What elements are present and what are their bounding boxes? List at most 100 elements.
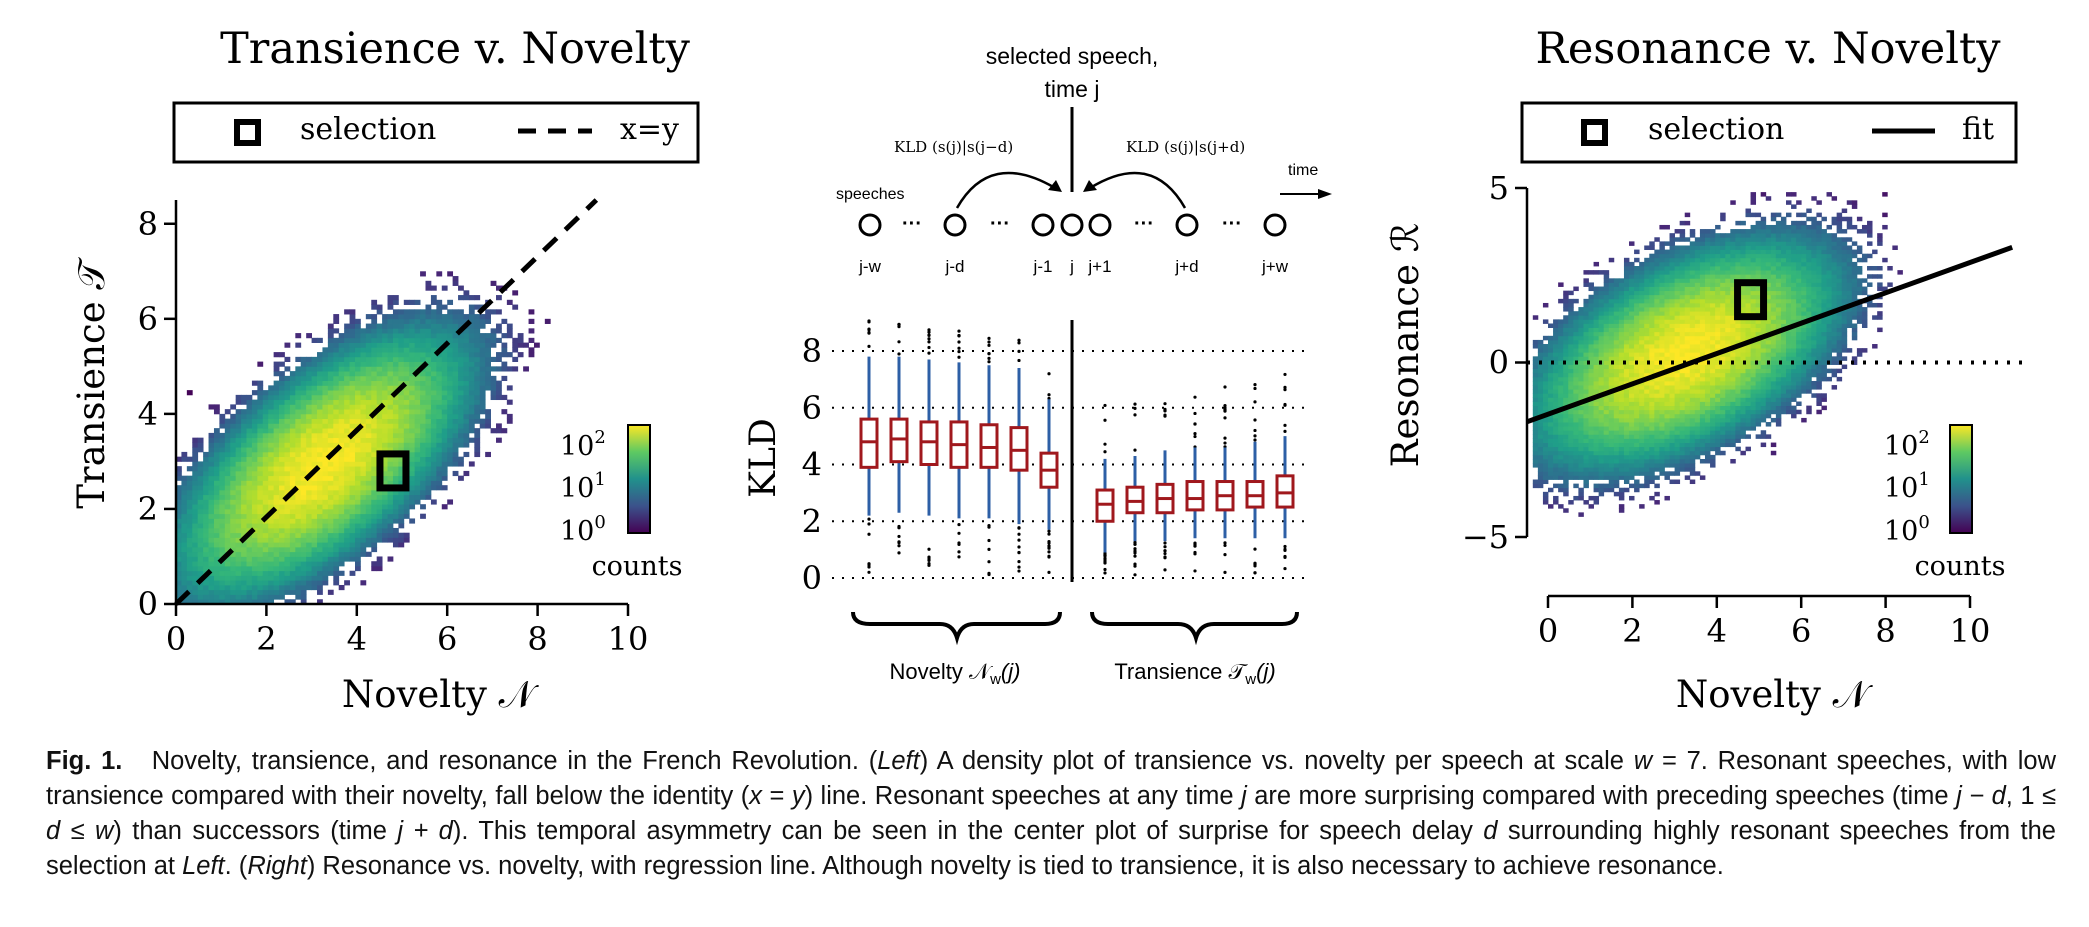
heatmap-cell (1532, 438, 1539, 443)
heatmap-cell (354, 542, 361, 548)
heatmap-cell (289, 523, 296, 529)
heatmap-cell (300, 561, 307, 567)
heatmap-cell (192, 537, 199, 543)
heatmap-cell (203, 546, 209, 553)
heatmap-cell (322, 518, 329, 524)
heatmap-cell (376, 380, 383, 386)
heatmap-cell (219, 470, 226, 477)
heatmap-cell (371, 337, 378, 343)
heatmap-cell (398, 470, 405, 477)
heatmap-cell (295, 584, 302, 591)
heatmap-cell (300, 575, 307, 581)
heatmap-cell (436, 361, 443, 367)
heatmap-cell (1639, 323, 1645, 328)
heatmap-cell (322, 527, 329, 534)
heatmap-cell (496, 285, 502, 291)
heatmap-cell (317, 513, 323, 519)
node-label: j-d (945, 257, 965, 276)
heatmap-cell (257, 575, 264, 581)
heatmap-cell (1573, 434, 1579, 439)
heatmap-cell (235, 556, 242, 562)
heatmap-cell (1684, 385, 1691, 390)
outlier-point (1103, 571, 1107, 575)
novelty-brace (851, 611, 1062, 646)
heatmap-cell (1623, 282, 1630, 287)
heatmap-cell (1704, 405, 1711, 411)
heatmap-cell (1598, 319, 1605, 324)
heatmap-cell (273, 470, 280, 477)
heatmap-cell (425, 309, 432, 315)
heatmap-cell (1629, 389, 1635, 394)
heatmap-cell (496, 295, 502, 301)
heatmap-cell (1639, 307, 1645, 312)
heatmap-cell (1644, 245, 1650, 250)
heatmap-cell (1568, 323, 1574, 328)
heatmap-cell (414, 352, 421, 358)
outlier-point (1163, 413, 1167, 417)
heatmap-cell (382, 475, 388, 481)
heatmap-cell (1669, 348, 1675, 353)
heatmap-cell (224, 437, 231, 443)
heatmap-cell (344, 513, 350, 519)
heatmap-cell (279, 584, 285, 591)
heatmap-cell (1563, 356, 1569, 361)
heatmap-cell (1588, 413, 1594, 419)
heatmap-cell (1532, 339, 1539, 345)
heatmap-cell (1613, 307, 1620, 312)
heatmap-cell (1623, 335, 1630, 341)
heatmap-cell (1608, 471, 1615, 476)
heatmap-cell (1598, 290, 1605, 296)
heatmap-cell (360, 394, 367, 401)
heatmap-cell (273, 413, 280, 420)
heatmap-cell (425, 333, 432, 339)
heatmap-cell (403, 404, 410, 410)
heatmap-cell (517, 337, 524, 343)
heatmap-cell (403, 361, 410, 367)
heatmap-cell (1654, 409, 1660, 415)
heatmap-cell (230, 428, 237, 434)
heatmap-cell (1725, 352, 1731, 357)
heatmap-cell (203, 556, 209, 562)
heatmap-cell (338, 447, 345, 453)
heatmap-cell (197, 556, 204, 562)
heatmap-cell (354, 466, 361, 472)
heatmap-cell (327, 456, 334, 462)
heatmap-cell (1532, 434, 1539, 439)
heatmap-cell (1730, 380, 1736, 386)
heatmap-cell (452, 442, 459, 448)
heatmap-cell (1689, 434, 1696, 439)
heatmap-cell (1639, 331, 1645, 337)
left-colorbar: 102 101 100 counts (560, 424, 682, 582)
heatmap-cell (387, 423, 394, 429)
heatmap-cell (436, 352, 443, 358)
heatmap-cell (1689, 467, 1696, 472)
heatmap-cell (425, 328, 432, 334)
heatmap-cell (317, 399, 323, 405)
heatmap-cell (213, 437, 220, 443)
heatmap-cell (257, 532, 264, 538)
heatmap-cell (279, 565, 285, 572)
heatmap-cell (1644, 450, 1650, 456)
heatmap-cell (468, 333, 475, 339)
heatmap-cell (1725, 422, 1731, 427)
heatmap-cell (1684, 257, 1691, 263)
heatmap-cell (496, 394, 502, 401)
heatmap-cell (322, 356, 329, 362)
heatmap-cell (289, 423, 296, 429)
heatmap-cell (1634, 286, 1640, 292)
heatmap-cell (306, 413, 312, 420)
heatmap-cell (1629, 270, 1635, 275)
heatmap-cell (1639, 397, 1645, 402)
heatmap-cell (1720, 315, 1726, 320)
heatmap-cell (181, 456, 188, 462)
heatmap-cell (1542, 344, 1549, 349)
heatmap-cell (1593, 413, 1600, 419)
heatmap-cell (1679, 376, 1686, 382)
heatmap-cell (235, 494, 242, 500)
heatmap-cell (1563, 430, 1569, 435)
heatmap-cell (425, 475, 432, 481)
heatmap-cell (344, 371, 350, 377)
heatmap-cell (1694, 241, 1701, 246)
heatmap-cell (382, 537, 388, 543)
heatmap-cell (1694, 442, 1701, 448)
